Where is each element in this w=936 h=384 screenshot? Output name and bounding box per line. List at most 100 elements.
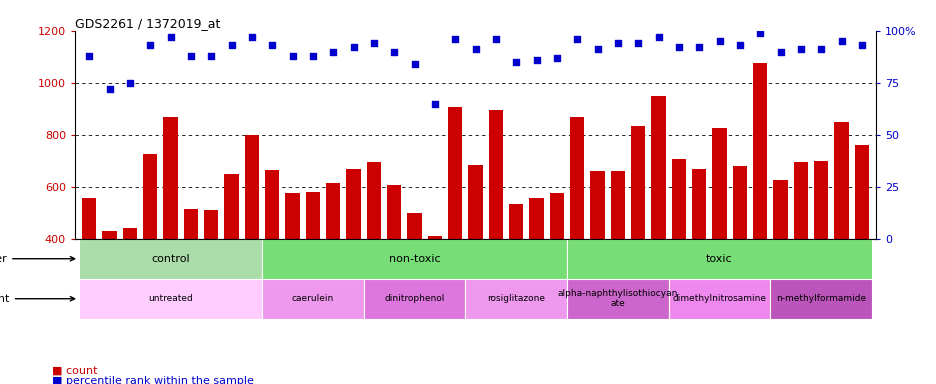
Bar <box>566 279 668 319</box>
Point <box>183 53 198 59</box>
Bar <box>793 162 807 239</box>
Point <box>812 46 827 53</box>
Text: GDS2261 / 1372019_at: GDS2261 / 1372019_at <box>75 17 220 30</box>
Point <box>305 53 320 59</box>
Bar <box>163 116 178 239</box>
Point <box>711 38 726 44</box>
Point <box>406 61 421 67</box>
Text: ■ percentile rank within the sample: ■ percentile rank within the sample <box>51 376 253 384</box>
Text: dinitrophenol: dinitrophenol <box>384 294 445 303</box>
Bar <box>569 116 584 239</box>
Bar <box>326 183 340 239</box>
Bar <box>244 135 258 239</box>
Text: toxic: toxic <box>706 254 732 264</box>
Bar <box>183 209 197 239</box>
Bar <box>262 279 363 319</box>
Point <box>427 101 442 107</box>
Bar <box>123 228 137 239</box>
Bar <box>508 204 522 239</box>
Bar <box>834 122 848 239</box>
Bar <box>631 126 645 239</box>
Bar <box>102 231 116 239</box>
Point <box>447 36 462 42</box>
Bar <box>854 145 868 239</box>
Bar <box>305 192 319 239</box>
Bar <box>590 171 604 239</box>
Point <box>691 44 706 50</box>
Point <box>224 42 239 48</box>
Text: alpha-naphthylisothiocyan
ate: alpha-naphthylisothiocyan ate <box>557 289 678 308</box>
Bar <box>82 199 96 239</box>
Bar <box>732 166 746 239</box>
Point <box>203 53 218 59</box>
Bar <box>489 110 503 239</box>
Bar <box>465 279 566 319</box>
Point <box>244 34 259 40</box>
Point <box>732 42 747 48</box>
Text: untreated: untreated <box>148 294 193 303</box>
Bar <box>549 193 563 239</box>
Point <box>590 46 605 53</box>
Point <box>142 42 157 48</box>
Bar <box>204 210 218 239</box>
Text: non-toxic: non-toxic <box>388 254 440 264</box>
Point <box>671 44 686 50</box>
Bar <box>262 239 566 279</box>
Point <box>752 30 767 36</box>
Bar <box>610 171 624 239</box>
Point <box>387 48 402 55</box>
Bar <box>363 279 465 319</box>
Bar <box>813 161 827 239</box>
Bar <box>447 108 461 239</box>
Point <box>467 46 483 53</box>
Bar <box>366 162 381 239</box>
Point <box>609 40 624 46</box>
Point <box>548 55 563 61</box>
Text: ■ count: ■ count <box>51 366 97 376</box>
Point <box>529 57 544 63</box>
Bar <box>387 185 401 239</box>
Point <box>81 53 96 59</box>
Bar <box>285 193 300 239</box>
Bar <box>224 174 239 239</box>
Bar <box>428 236 442 239</box>
Bar <box>468 165 482 239</box>
Point <box>326 48 341 55</box>
Bar <box>772 180 787 239</box>
Point <box>508 59 523 65</box>
Bar <box>671 159 685 239</box>
Bar <box>566 239 871 279</box>
Bar <box>769 279 871 319</box>
Bar <box>346 169 360 239</box>
Bar <box>143 154 157 239</box>
Point <box>772 48 787 55</box>
Text: dimethylnitrosamine: dimethylnitrosamine <box>672 294 766 303</box>
Bar <box>265 170 279 239</box>
Text: caerulein: caerulein <box>291 294 333 303</box>
Bar <box>651 96 665 239</box>
Bar <box>753 63 767 239</box>
Text: agent: agent <box>0 294 75 304</box>
Bar <box>668 279 769 319</box>
Point <box>630 40 645 46</box>
Bar <box>79 279 262 319</box>
Text: other: other <box>0 254 75 264</box>
Bar <box>692 169 706 239</box>
Text: control: control <box>151 254 190 264</box>
Point <box>285 53 300 59</box>
Point <box>345 44 360 50</box>
Bar <box>407 213 421 239</box>
Bar <box>79 239 262 279</box>
Point <box>102 86 117 92</box>
Point <box>163 34 178 40</box>
Point <box>793 46 808 53</box>
Point <box>651 34 665 40</box>
Point <box>488 36 503 42</box>
Point <box>854 42 869 48</box>
Text: n-methylformamide: n-methylformamide <box>775 294 866 303</box>
Point <box>569 36 584 42</box>
Point <box>123 79 138 86</box>
Point <box>366 40 381 46</box>
Point <box>264 42 279 48</box>
Text: rosiglitazone: rosiglitazone <box>487 294 545 303</box>
